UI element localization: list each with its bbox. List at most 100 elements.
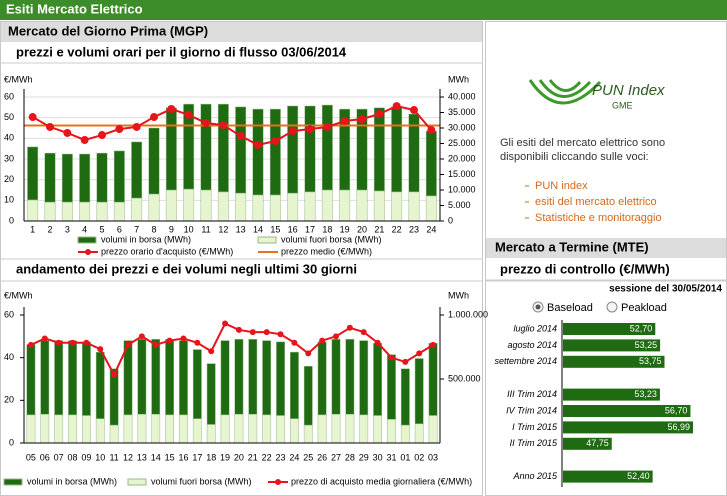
x-tick-label: 09 <box>81 452 91 462</box>
bar <box>303 365 313 426</box>
bar <box>373 190 385 222</box>
price-point <box>388 354 395 361</box>
x-tick-label: 08 <box>68 452 78 462</box>
chart-title: andamento dei prezzi e dei volumi negli … <box>16 261 357 276</box>
price-point <box>340 116 349 125</box>
x-tick-label: 7 <box>134 224 139 234</box>
y2-tick-label: 15.000 <box>448 169 476 179</box>
bar <box>563 323 656 335</box>
bar <box>26 344 36 416</box>
bar <box>425 130 437 197</box>
price-point <box>80 135 89 144</box>
bar <box>217 191 229 222</box>
value-label: 52,40 <box>627 471 650 481</box>
bar <box>113 150 125 203</box>
bar <box>206 363 216 425</box>
value-label: 53,25 <box>635 340 658 350</box>
bar <box>428 342 438 416</box>
y-axis-label: €/MWh <box>4 290 33 300</box>
top-bar <box>0 0 727 20</box>
x-tick-label: 2 <box>47 224 52 234</box>
bar <box>61 153 73 203</box>
y-tick-label: 40 <box>4 133 14 143</box>
price-point <box>306 125 314 134</box>
price-point <box>167 104 176 113</box>
price-point <box>430 341 437 348</box>
link[interactable]: PUN index <box>535 180 588 192</box>
bar <box>339 189 351 222</box>
bar <box>387 419 396 444</box>
bar <box>26 414 36 444</box>
x-tick-label: 12 <box>218 224 228 234</box>
x-tick-label: 01 <box>400 452 410 462</box>
radio-label[interactable]: Peakload <box>621 302 667 314</box>
price-point <box>319 337 326 344</box>
bar <box>96 152 108 203</box>
bar <box>248 413 258 444</box>
bar <box>317 341 327 416</box>
logo-title: PUN Index <box>592 82 665 99</box>
bar <box>27 199 39 222</box>
bar <box>321 104 333 191</box>
bar <box>148 193 160 222</box>
value-label: 56,70 <box>665 405 688 415</box>
radio[interactable] <box>606 301 618 313</box>
bar <box>54 340 64 416</box>
price-point <box>271 137 280 146</box>
bar <box>81 341 91 416</box>
price-point <box>98 131 106 140</box>
x-tick-label: 18 <box>322 224 332 234</box>
price-point <box>323 122 332 131</box>
bar <box>95 351 105 419</box>
price-point <box>254 140 262 149</box>
x-tick-label: 19 <box>220 452 230 462</box>
category-label: IV Trim 2014 <box>506 405 557 415</box>
bar <box>220 340 230 416</box>
y2-tick-label: 40.000 <box>448 91 476 101</box>
bar <box>131 141 143 199</box>
bar <box>151 413 161 444</box>
price-point <box>236 132 245 141</box>
price-point <box>180 335 187 342</box>
section-bar <box>1 22 482 42</box>
bar <box>317 414 327 444</box>
bar <box>356 108 368 191</box>
x-tick-label: 10 <box>95 452 105 462</box>
bar <box>179 414 188 444</box>
bar <box>40 340 50 415</box>
y-axis-label: €/MWh <box>4 74 33 84</box>
x-tick-label: 6 <box>117 224 122 234</box>
radio-label[interactable]: Baseload <box>547 302 593 314</box>
x-tick-label: 10 <box>184 224 194 234</box>
x-tick-label: 20 <box>357 224 367 234</box>
bar <box>269 108 281 196</box>
bar <box>414 358 424 425</box>
bar <box>151 339 161 415</box>
bar <box>44 201 56 222</box>
price-point <box>402 358 409 365</box>
bar <box>563 355 665 368</box>
y2-axis-label: MWh <box>448 290 469 300</box>
price-point <box>263 329 270 336</box>
price-point <box>115 125 124 134</box>
bar <box>61 201 73 222</box>
bar <box>137 413 147 444</box>
link[interactable]: esiti del mercato elettrico <box>535 196 657 208</box>
bar <box>563 405 691 417</box>
bar <box>68 414 77 444</box>
price-point <box>46 122 54 131</box>
bar <box>235 106 247 194</box>
bar <box>289 418 299 444</box>
link[interactable]: Statistiche e monitoraggio <box>535 212 662 224</box>
category-label: agosto 2014 <box>507 340 557 350</box>
price-point <box>249 329 256 336</box>
x-tick-label: 22 <box>392 224 402 234</box>
bar <box>68 340 77 416</box>
x-tick-label: 25 <box>303 452 313 462</box>
legend-label: prezzo orario d'acquisto (€/MWh) <box>101 246 233 256</box>
x-tick-label: 21 <box>248 452 258 462</box>
bar <box>123 414 133 444</box>
bar <box>304 105 316 193</box>
y2-tick-label: 10.000 <box>448 184 476 194</box>
price-point <box>427 126 436 135</box>
